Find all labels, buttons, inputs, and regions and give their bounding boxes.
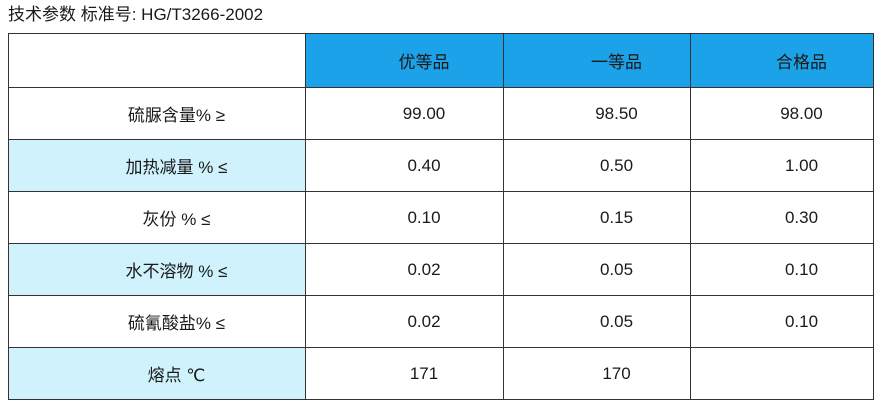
- cell-value: 0.02: [305, 243, 504, 296]
- page-title: 技术参数 标准号: HG/T3266-2002: [8, 5, 264, 24]
- row-label-heating-loss: 加热减量 % ≤: [8, 139, 306, 192]
- cell-value: 0.40: [305, 139, 504, 192]
- cell-value: 0.05: [503, 243, 691, 296]
- header-cell-qualified-grade: 合格品: [690, 33, 874, 88]
- table-row: 水不溶物 % ≤ 0.02 0.05 0.10: [8, 243, 874, 296]
- cell-value: 0.50: [503, 139, 691, 192]
- row-label-thiocyanate: 硫氰酸盐% ≤: [8, 295, 306, 348]
- table-row: 加热减量 % ≤ 0.40 0.50 1.00: [8, 139, 874, 192]
- spec-table: 优等品 一等品 合格品 硫脲含量% ≥ 99.00 98.50 98.00 加热…: [8, 33, 874, 400]
- row-label-ash: 灰份 % ≤: [8, 191, 306, 244]
- cell-value-empty: [690, 347, 874, 400]
- row-label-melting-point: 熔点 ℃: [8, 347, 306, 400]
- table-row: 硫氰酸盐% ≤ 0.02 0.05 0.10: [8, 295, 874, 348]
- cell-value: 1.00: [690, 139, 874, 192]
- cell-value: 0.10: [690, 295, 874, 348]
- header-cell-premium-grade: 优等品: [305, 33, 504, 88]
- cell-value: 171: [305, 347, 504, 400]
- cell-value: 0.10: [690, 243, 874, 296]
- header-cell-blank: [8, 33, 306, 88]
- table-header-row: 优等品 一等品 合格品: [8, 33, 874, 88]
- cell-value: 0.02: [305, 295, 504, 348]
- cell-value: 98.00: [690, 87, 874, 140]
- header-cell-first-grade: 一等品: [503, 33, 691, 88]
- table-row: 熔点 ℃ 171 170: [8, 347, 874, 400]
- table-row: 硫脲含量% ≥ 99.00 98.50 98.00: [8, 87, 874, 140]
- cell-value: 98.50: [503, 87, 691, 140]
- cell-value: 0.05: [503, 295, 691, 348]
- cell-value: 170: [503, 347, 691, 400]
- row-label-thiourea-content: 硫脲含量% ≥: [8, 87, 306, 140]
- table-row: 灰份 % ≤ 0.10 0.15 0.30: [8, 191, 874, 244]
- row-label-water-insoluble: 水不溶物 % ≤: [8, 243, 306, 296]
- cell-value: 99.00: [305, 87, 504, 140]
- cell-value: 0.15: [503, 191, 691, 244]
- cell-value: 0.30: [690, 191, 874, 244]
- cell-value: 0.10: [305, 191, 504, 244]
